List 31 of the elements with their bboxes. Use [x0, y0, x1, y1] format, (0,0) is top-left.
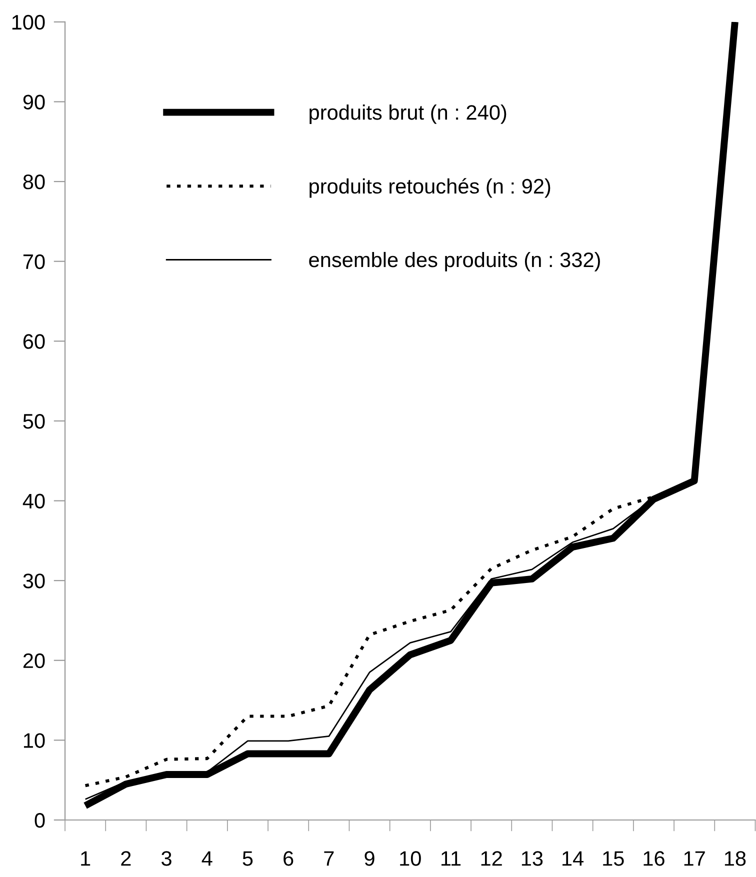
x-tick-label: 18 — [724, 851, 746, 866]
y-tick-label: 100 — [12, 14, 45, 30]
x-tick-label: 11 — [442, 851, 461, 866]
x-tick-label: 17 — [684, 851, 705, 866]
x-tick-label: 15 — [603, 851, 624, 866]
x-tick-label: 3 — [162, 851, 172, 866]
x-tick-label: 9 — [364, 851, 374, 866]
x-tick-label: 1 — [81, 851, 90, 866]
y-tick-label: 70 — [23, 254, 45, 270]
y-tick-label: 0 — [34, 812, 45, 828]
x-tick-label: 14 — [562, 851, 584, 866]
y-tick-label: 40 — [22, 494, 45, 509]
legend-label: produits brut (n : 240) — [310, 104, 506, 124]
x-tick-label: 4 — [202, 851, 212, 866]
legend-label: ensemble des produits (n : 332) — [309, 252, 600, 272]
x-tick-label: 7 — [324, 851, 334, 866]
x-tick-label: 16 — [644, 851, 664, 866]
x-tick-label: 10 — [400, 851, 421, 866]
y-tick-label: 90 — [23, 94, 45, 110]
y-tick-label: 30 — [23, 574, 45, 588]
x-tick-label: 12 — [481, 851, 502, 866]
y-tick-label: 60 — [23, 334, 45, 349]
x-tick-label: 6 — [284, 851, 294, 866]
legend-label: produits retouchés (n : 92) — [310, 178, 550, 198]
y-tick-label: 20 — [23, 653, 45, 668]
x-tick-label: 5 — [242, 851, 253, 866]
y-tick-label: 50 — [23, 414, 45, 429]
x-tick-label: 2 — [121, 851, 131, 866]
y-tick-label: 80 — [23, 174, 45, 190]
x-tick-label: 13 — [522, 851, 543, 866]
y-tick-label: 10 — [24, 733, 45, 748]
